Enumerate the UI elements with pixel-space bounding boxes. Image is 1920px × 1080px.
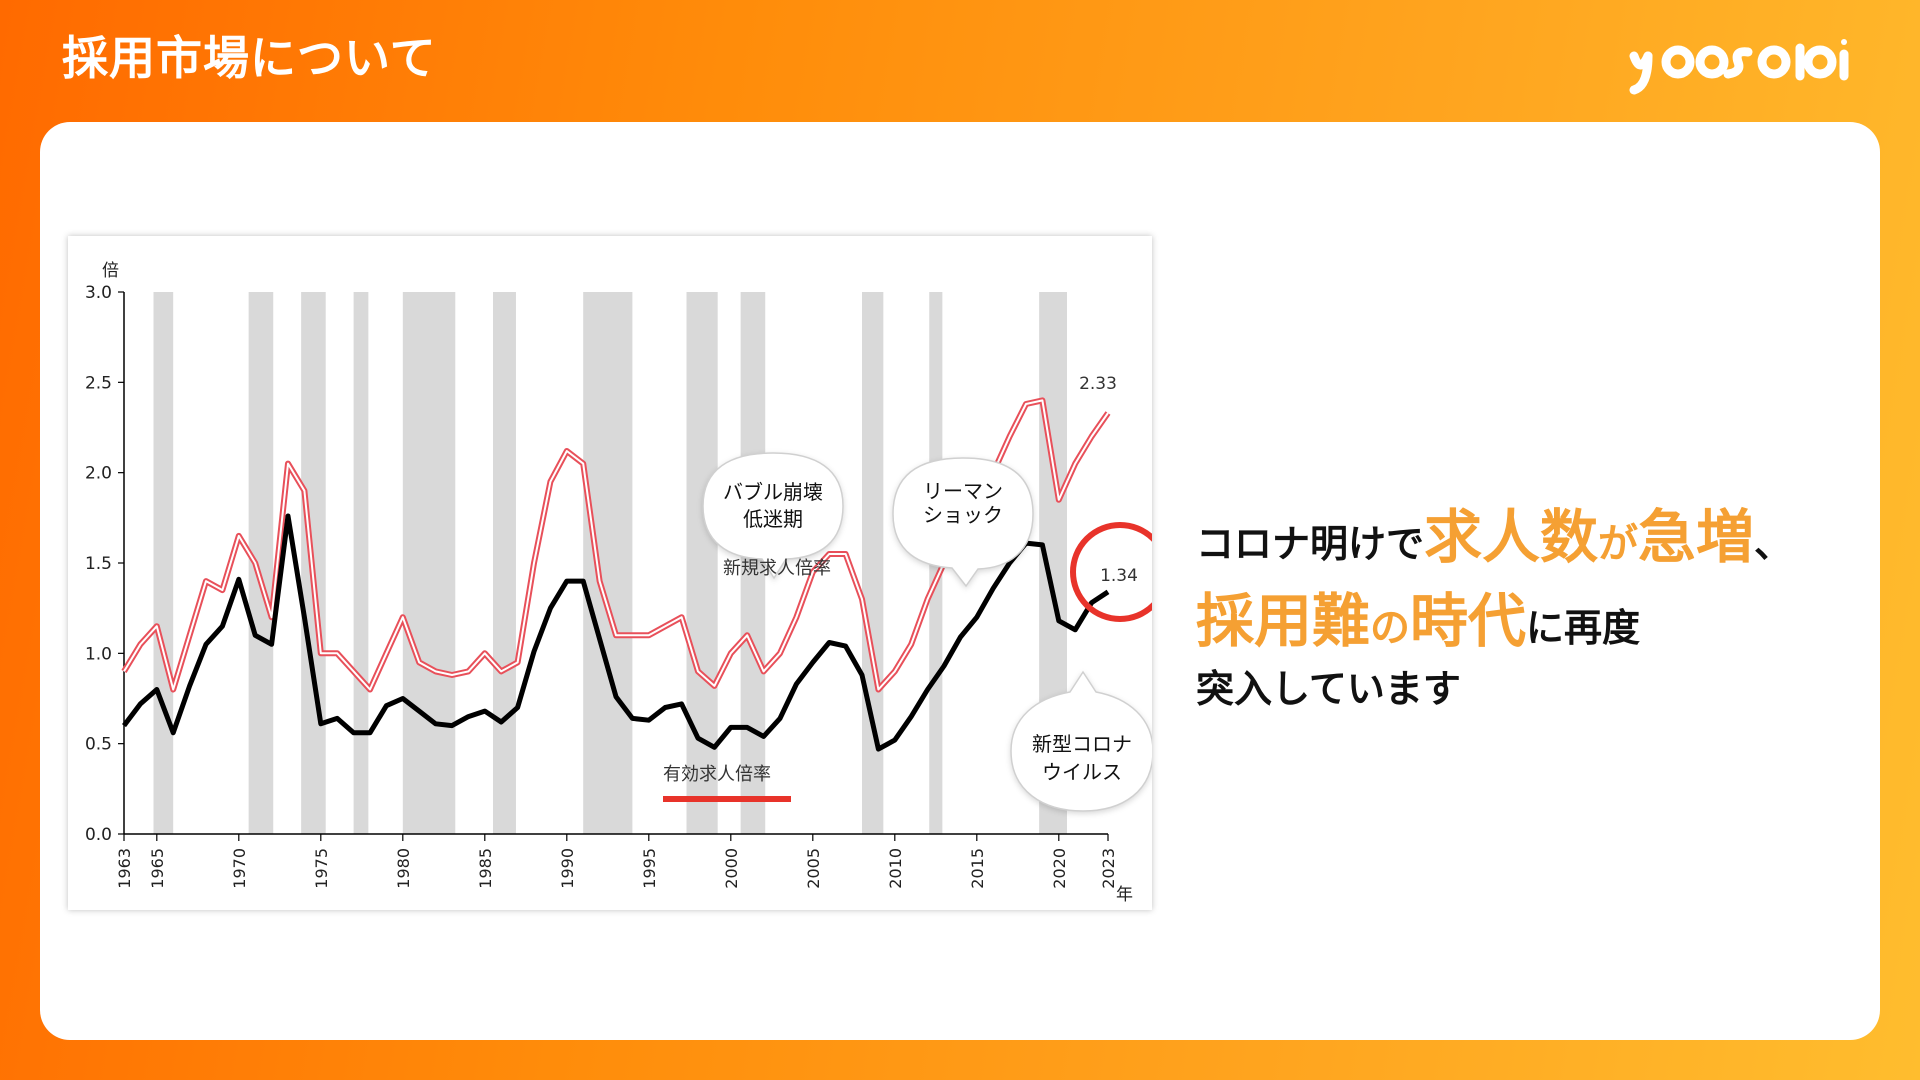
- headline-l1-c: が: [1598, 521, 1639, 567]
- x-tick-label: 1975: [312, 848, 331, 889]
- callout-covid: 新型コロナ ウイルス: [1010, 670, 1152, 812]
- x-tick-label: 1965: [148, 848, 167, 889]
- x-tick-label: 2010: [886, 848, 905, 889]
- headline-line-1: コロナ明けで求人数が急増、: [1196, 490, 1896, 574]
- recession-band: [493, 292, 516, 834]
- y-tick-label: 1.0: [85, 644, 112, 664]
- headline-l1-b: 求人数: [1424, 503, 1599, 571]
- x-tick-label: 2023: [1099, 848, 1118, 889]
- x-axis-unit: 年: [1116, 885, 1133, 905]
- callout-covid-line2: ウイルス: [1042, 760, 1122, 784]
- recession-band: [740, 292, 766, 834]
- series-label-underline: [663, 796, 791, 802]
- headline-line-2: 採用難の時代に再度: [1196, 574, 1896, 658]
- x-tick-label: 1970: [230, 848, 249, 889]
- recession-band: [353, 292, 369, 834]
- headline-l2-c: 時代: [1410, 587, 1527, 655]
- x-tick-label: 2005: [804, 848, 823, 889]
- y-tick-label: 2.5: [85, 373, 112, 393]
- x-tick-label: 2000: [722, 848, 741, 889]
- x-tick-label: 1985: [476, 848, 495, 889]
- y-tick-label: 0.5: [85, 735, 112, 755]
- end-label-new: 2.33: [1079, 374, 1117, 394]
- callout-lehman: リーマン ショック: [892, 457, 1034, 588]
- headline-l2-d: に再度: [1526, 606, 1641, 650]
- recession-band: [153, 292, 174, 834]
- headline-l1-a: コロナ明けで: [1196, 522, 1425, 566]
- x-tick-label: 1963: [115, 848, 134, 889]
- headline-l1-e: 、: [1754, 522, 1793, 566]
- end-label-effective: 1.34: [1100, 566, 1138, 586]
- recession-band: [862, 292, 884, 834]
- x-tick-label: 1980: [394, 848, 413, 889]
- axes: 0.0 0.5 1.0 1.5 2.0 2.5 3.0倍 1963 1965 1970 1975 19…: [85, 261, 1133, 905]
- y-tick-label: 2.0: [85, 464, 112, 484]
- callout-bubble-line2: 低迷期: [743, 507, 803, 531]
- callout-bubble-bubble: バブル崩壊 低迷期: [702, 452, 844, 580]
- y-axis-unit: 倍: [102, 261, 119, 281]
- highlight-circle: [1070, 522, 1152, 622]
- series-label-effective: 有効求人倍率: [663, 764, 771, 785]
- recession-band: [402, 292, 456, 834]
- series-line-effective: [122, 513, 1110, 752]
- headline-l1-d: 急増: [1638, 503, 1755, 571]
- page-title: 採用市場について: [62, 31, 437, 85]
- x-tick-label: 1995: [640, 848, 659, 889]
- recession-band: [686, 292, 718, 834]
- x-tick-label: 2020: [1050, 848, 1069, 889]
- series-label-new: 新規求人倍率: [723, 558, 831, 579]
- headline-l3: 突入しています: [1196, 667, 1461, 711]
- chart-frame: 0.0 0.5 1.0 1.5 2.0 2.5 3.0 倍 1963 1965 1970 1975 19…: [68, 236, 1152, 910]
- recession-band: [583, 292, 633, 834]
- headline-l2-a: 採用難: [1196, 587, 1371, 655]
- y-tick-label: 0.0: [85, 825, 112, 845]
- headline-line-3: 突入しています: [1196, 658, 1896, 713]
- job-ratio-chart: 0.0 0.5 1.0 1.5 2.0 2.5 3.0倍 1963 1965 1970 1975 19…: [85, 261, 1152, 905]
- callout-covid-line1: 新型コロナ: [1032, 732, 1132, 756]
- callout-lehman-line2: ショック: [923, 503, 1003, 527]
- callout-bubble-line1: バブル崩壊: [723, 480, 823, 504]
- headline-l2-b: の: [1370, 605, 1411, 651]
- headline-text: コロナ明けで求人数が急増、 採用難の時代に再度 突入しています: [1196, 490, 1896, 713]
- y-tick-label: 1.5: [85, 554, 112, 574]
- y-tick-label: 3.0: [85, 283, 112, 303]
- company-logo: [1629, 39, 1849, 95]
- callout-lehman-line1: リーマン: [923, 479, 1003, 503]
- x-tick-label: 1990: [558, 848, 577, 889]
- x-tick-label: 2015: [968, 848, 987, 889]
